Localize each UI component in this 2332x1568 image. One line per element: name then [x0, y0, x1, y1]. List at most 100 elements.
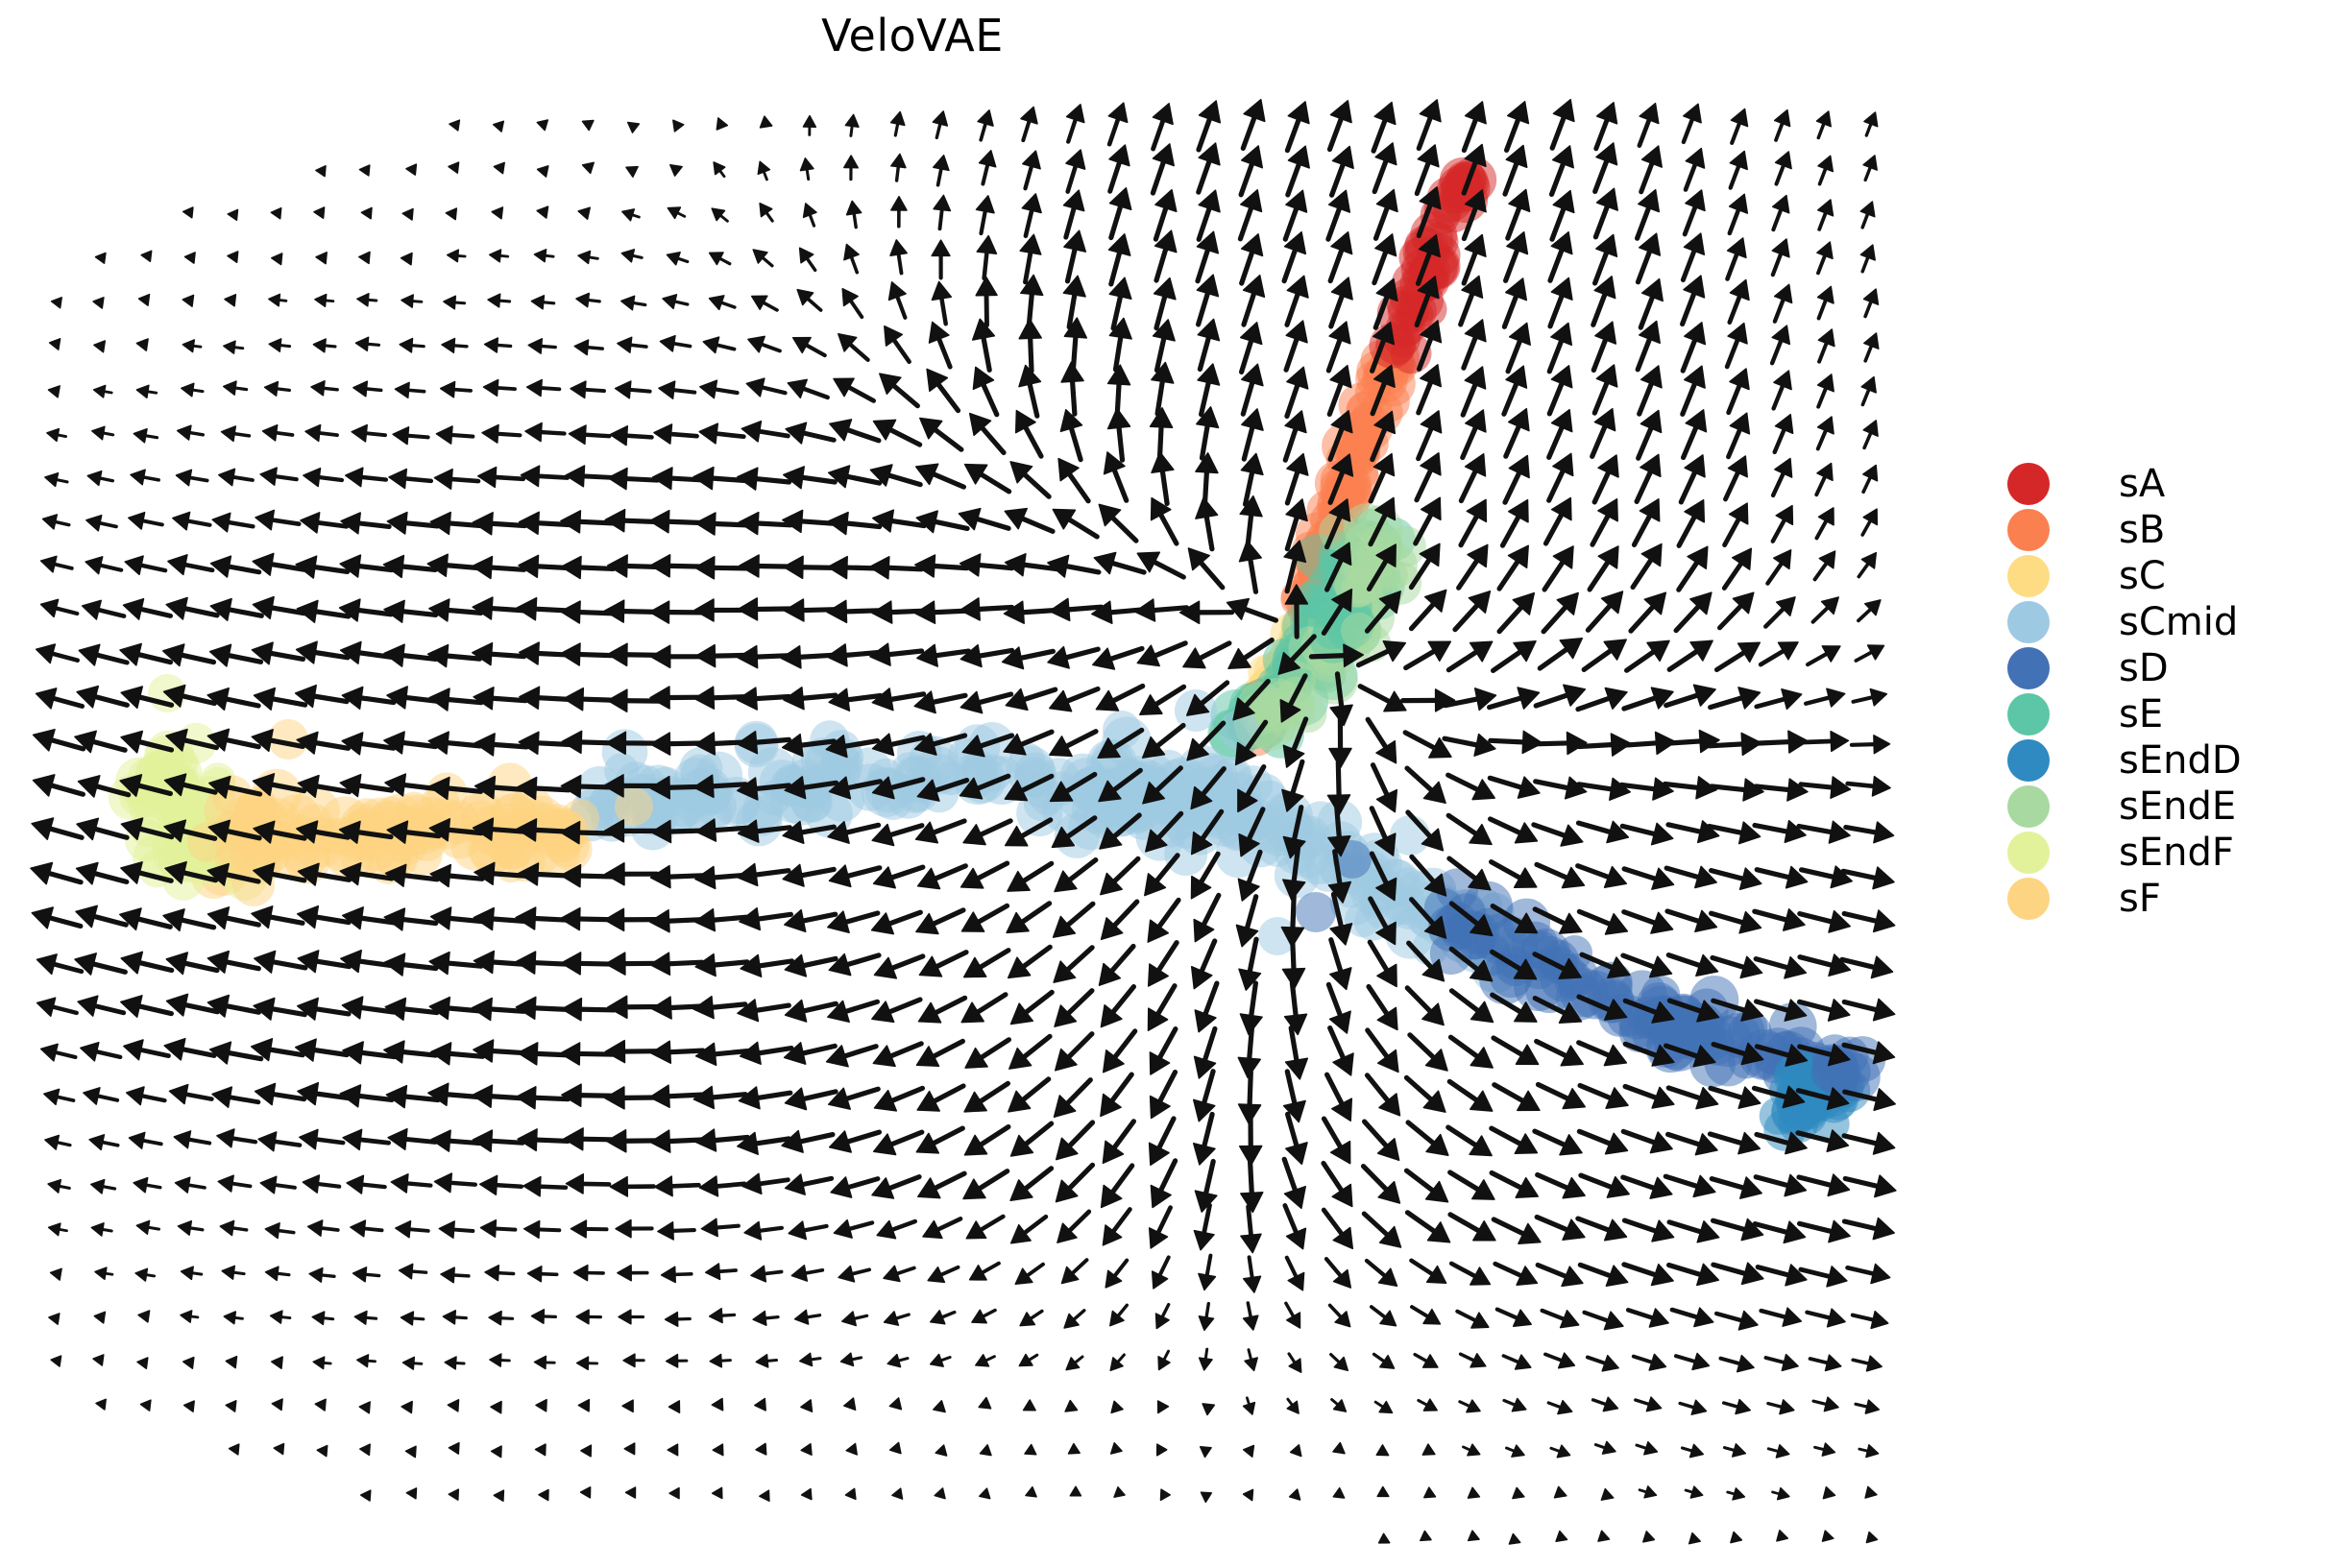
velocity-arrow [297, 774, 352, 798]
velocity-arrow [1281, 759, 1305, 812]
velocity-arrow [1718, 1354, 1755, 1373]
cell-point [1296, 892, 1336, 932]
velocity-arrow [561, 1083, 617, 1107]
velocity-arrow [482, 378, 517, 398]
velocity-arrow [1190, 808, 1225, 856]
velocity-arrow [1803, 688, 1846, 708]
legend-item-sende[interactable]: sEndE [2007, 784, 2332, 830]
velocity-arrow [429, 906, 485, 930]
velocity-arrow [833, 377, 876, 403]
velocity-arrow [1730, 1531, 1743, 1544]
legend-item-scmid[interactable]: sCmid [2007, 599, 2332, 645]
velocity-arrow [473, 906, 528, 931]
legend-item-sd[interactable]: sD [2007, 645, 2332, 691]
velocity-arrow [1842, 1088, 1896, 1112]
velocity-arrow [662, 294, 690, 310]
velocity-arrow [979, 1444, 992, 1457]
velocity-arrow [395, 1219, 430, 1239]
velocity-arrow [182, 206, 194, 219]
velocity-arrow [352, 1266, 381, 1283]
velocity-arrow [1049, 771, 1098, 803]
velocity-arrow [1069, 1485, 1082, 1497]
legend-item-sc[interactable]: sC [2007, 553, 2332, 599]
velocity-arrow [1630, 543, 1663, 591]
velocity-arrow [1622, 1041, 1675, 1067]
velocity-arrow [1801, 730, 1850, 753]
velocity-arrow [1014, 409, 1044, 459]
velocity-arrow [1448, 988, 1494, 1024]
velocity-arrow [1414, 452, 1442, 503]
velocity-arrow [93, 1311, 107, 1324]
legend-label: sCmid [2119, 600, 2239, 644]
velocity-arrow [1857, 551, 1878, 579]
velocity-arrow [1196, 100, 1222, 153]
velocity-arrow [41, 514, 71, 530]
legend-marker-sc [2007, 555, 2050, 597]
velocity-arrow [1321, 1160, 1353, 1208]
velocity-arrow [1508, 1532, 1521, 1545]
velocity-arrow [747, 335, 782, 353]
velocity-arrow [313, 206, 326, 219]
velocity-arrow [1795, 1087, 1850, 1111]
velocity-arrow [1366, 543, 1397, 592]
legend-item-sf[interactable]: sF [2007, 876, 2332, 922]
velocity-arrow [1669, 1307, 1714, 1328]
velocity-arrow [1053, 1077, 1093, 1119]
velocity-arrow [1490, 992, 1538, 1023]
velocity-arrow [359, 1443, 371, 1457]
velocity-arrow [838, 332, 870, 362]
velocity-arrow [383, 599, 439, 623]
velocity-arrow [517, 1128, 571, 1152]
legend-item-se[interactable]: sE [2007, 691, 2332, 737]
velocity-arrow [1795, 1129, 1850, 1153]
velocity-arrow [1100, 983, 1137, 1028]
velocity-arrow [1763, 1353, 1799, 1372]
velocity-arrow [737, 644, 792, 669]
velocity-arrow [1286, 1397, 1300, 1414]
legend-item-sb[interactable]: sB [2007, 507, 2332, 553]
velocity-arrow [401, 207, 414, 221]
velocity-arrow [77, 775, 132, 798]
velocity-arrow [605, 952, 661, 976]
legend-item-sendf[interactable]: sEndF [2007, 830, 2332, 876]
velocity-arrow [1707, 1131, 1761, 1155]
velocity-arrow [1754, 730, 1809, 754]
cell-point [1345, 523, 1379, 559]
velocity-arrow [618, 1309, 645, 1325]
velocity-arrow [784, 953, 838, 977]
velocity-arrow [1721, 1398, 1751, 1415]
velocity-arrow [888, 1441, 902, 1455]
velocity-arrow [1505, 188, 1531, 241]
velocity-arrow [1024, 1443, 1037, 1456]
velocity-arrow [604, 1039, 660, 1064]
velocity-arrow [963, 1123, 1011, 1156]
velocity-arrow [31, 906, 84, 929]
legend-item-sa[interactable]: sA [2007, 461, 2332, 507]
velocity-arrow [47, 1178, 71, 1194]
velocity-arrow [872, 1041, 924, 1068]
velocity-arrow [960, 860, 1010, 889]
velocity-arrow [1851, 688, 1888, 707]
velocity-arrow [1821, 1530, 1834, 1542]
velocity-arrow [1197, 318, 1221, 373]
velocity-arrow [1196, 406, 1220, 461]
velocity-arrow [1368, 452, 1396, 504]
velocity-arrow [1726, 412, 1751, 460]
velocity-arrow [692, 774, 748, 799]
velocity-arrow [1238, 807, 1266, 857]
cell-point [1258, 917, 1297, 955]
velocity-arrow [472, 1129, 525, 1153]
velocity-arrow [1461, 319, 1487, 371]
legend-item-sendd[interactable]: sEndD [2007, 737, 2332, 784]
velocity-arrow [168, 1083, 214, 1105]
velocity-arrow [1446, 856, 1492, 891]
velocity-arrow [915, 1038, 966, 1068]
velocity-arrow [1865, 1531, 1879, 1544]
velocity-arrow [1065, 104, 1085, 144]
velocity-arrow [1447, 1212, 1496, 1242]
velocity-arrow [1360, 1163, 1401, 1204]
velocity-arrow [1447, 1034, 1494, 1069]
velocity-arrow [297, 950, 352, 974]
velocity-arrow [1763, 596, 1796, 629]
cell-point [1288, 694, 1327, 734]
